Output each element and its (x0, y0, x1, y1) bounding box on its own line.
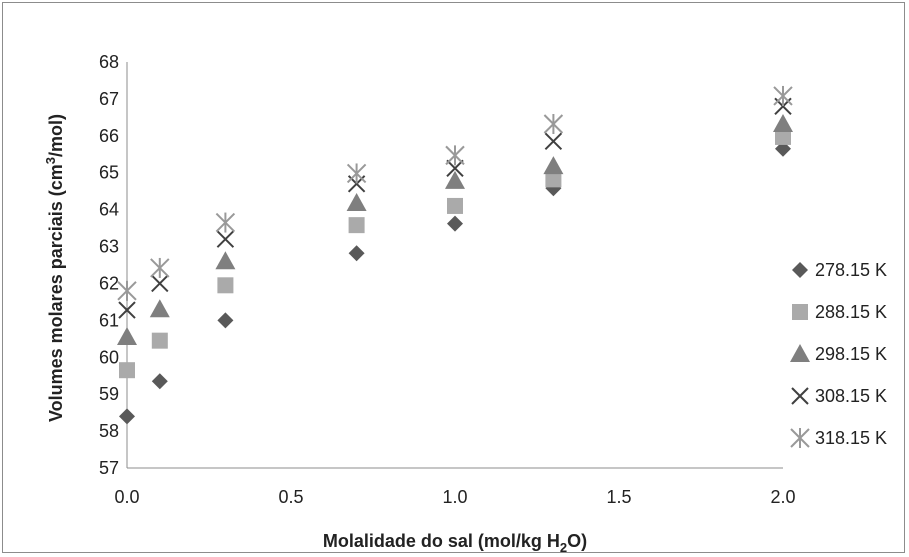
y-tick-label: 63 (99, 237, 119, 257)
y-tick-label: 67 (99, 89, 119, 109)
data-points (117, 85, 793, 425)
data-point (118, 301, 136, 319)
data-point (215, 212, 236, 233)
legend-label: 278.15 K (815, 260, 887, 280)
series-288-15 (119, 128, 791, 379)
data-point (151, 373, 168, 390)
legend-item: 318.15 K (790, 428, 887, 448)
legend-marker (790, 344, 810, 362)
series-298-15 (117, 114, 793, 345)
legend-label: 308.15 K (815, 386, 887, 406)
legend: 278.15 K 288.15 K 298.15 K 308.15 K 318.15 K (790, 260, 887, 448)
data-point (445, 145, 465, 166)
y-tick-label: 59 (99, 384, 119, 404)
y-tick-label: 66 (99, 126, 119, 146)
data-point (117, 326, 137, 345)
y-axis-title: Volumes molares parciais (cm3/mol) (43, 114, 66, 422)
x-tick-label: 1.5 (606, 487, 631, 507)
x-tick-label: 1.0 (442, 487, 467, 507)
data-point (445, 170, 465, 189)
x-axis-title: Molalidade do sal (mol/kg H2O) (323, 531, 587, 555)
y-tick-label: 60 (99, 347, 119, 367)
y-tick-label: 68 (99, 52, 119, 72)
legend-label: 318.15 K (815, 428, 887, 448)
y-tick-label: 57 (99, 458, 119, 478)
data-point (543, 114, 564, 135)
series-308-15 (118, 97, 792, 319)
x-tick-label: 0.5 (278, 487, 303, 507)
legend-marker (791, 387, 809, 405)
y-tick-label: 62 (99, 273, 119, 293)
data-point (119, 362, 135, 379)
y-tick-label: 58 (99, 421, 119, 441)
data-point (446, 159, 464, 178)
data-point (543, 156, 564, 175)
x-tick-label: 0.0 (114, 487, 139, 507)
axes (126, 62, 783, 469)
data-point (151, 332, 168, 349)
legend-item: 308.15 K (791, 386, 887, 406)
data-point (217, 312, 234, 329)
y-tick-labels: 57 58 59 60 61 62 63 64 65 66 67 68 (99, 52, 119, 478)
data-point (151, 274, 169, 293)
legend-marker (790, 428, 810, 448)
data-point (346, 192, 367, 211)
data-point (150, 257, 170, 278)
data-point (545, 171, 562, 188)
data-point (117, 280, 137, 301)
data-point (119, 408, 135, 425)
data-point (346, 163, 367, 184)
data-point (217, 277, 234, 294)
y-tick-label: 64 (99, 200, 119, 220)
data-point (775, 128, 791, 145)
legend-item: 298.15 K (790, 344, 887, 364)
data-point (348, 217, 365, 234)
data-point (215, 251, 236, 270)
legend-label: 288.15 K (815, 302, 887, 322)
y-tick-label: 61 (99, 310, 119, 330)
x-tick-label: 2.0 (770, 487, 795, 507)
x-tick-labels: 0.0 0.5 1.0 1.5 2.0 (114, 487, 795, 507)
data-point (773, 114, 793, 133)
data-point (447, 197, 463, 214)
data-point (447, 215, 463, 232)
data-point (216, 230, 235, 248)
legend-item: 278.15 K (792, 260, 887, 280)
data-point (544, 132, 563, 151)
y-tick-label: 65 (99, 163, 119, 183)
legend-marker (792, 304, 808, 320)
data-point (149, 299, 170, 318)
legend-marker (792, 262, 808, 278)
data-point (773, 85, 793, 106)
legend-item: 288.15 K (792, 302, 887, 322)
data-point (348, 245, 365, 262)
legend-label: 298.15 K (815, 344, 887, 364)
series-318-15 (117, 85, 793, 301)
